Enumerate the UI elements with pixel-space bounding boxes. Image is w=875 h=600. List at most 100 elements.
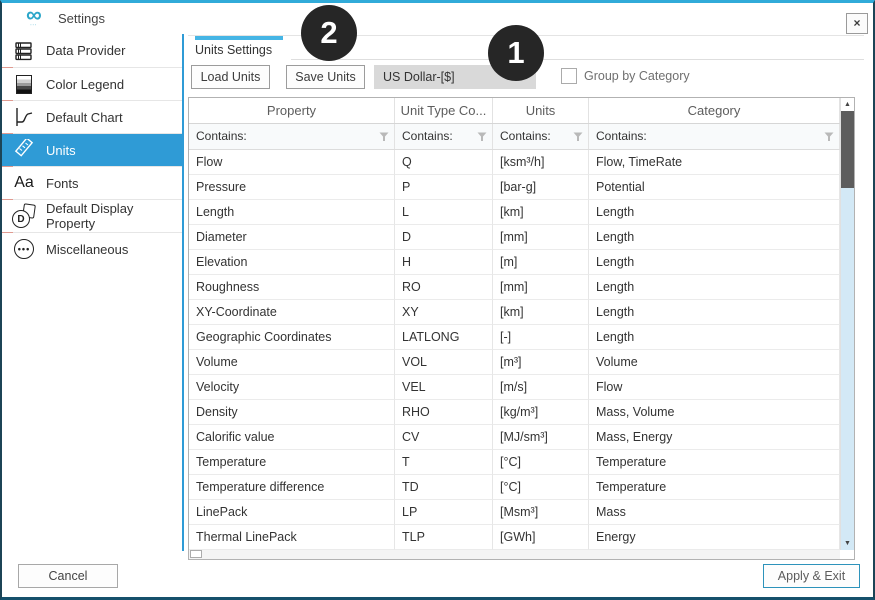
filter-cell-category[interactable]: Contains: [589,124,840,149]
cell-units: [Msm³] [493,500,589,525]
cell-units: [km] [493,300,589,325]
table-row[interactable]: Temperature T [°C] Temperature [189,450,840,475]
cell-units: [bar-g] [493,175,589,200]
sidebar-item-units[interactable]: Units [2,133,182,166]
filter-cell-units[interactable]: Contains: [493,124,589,149]
cell-code: VOL [395,350,493,375]
cell-category: Flow [589,375,840,400]
group-by-category-checkbox[interactable] [561,68,577,84]
color-legend-icon [11,72,37,96]
table-row[interactable]: Pressure P [bar-g] Potential [189,175,840,200]
table-row[interactable]: LinePack LP [Msm³] Mass [189,500,840,525]
cell-code: XY [395,300,493,325]
cell-code: RHO [395,400,493,425]
cell-units: [ksm³/h] [493,150,589,175]
cell-code: CV [395,425,493,450]
close-button[interactable]: × [846,13,868,34]
cell-property: Geographic Coordinates [189,325,395,350]
horizontal-scrollbar[interactable] [189,550,840,559]
column-header-units[interactable]: Units [493,98,589,123]
scroll-down-icon[interactable]: ▼ [841,537,854,550]
units-grid: Property Unit Type Co... Units Category … [189,98,840,559]
cell-units: [kg/m³] [493,400,589,425]
load-units-button[interactable]: Load Units [191,65,270,89]
cancel-button[interactable]: Cancel [18,564,118,588]
save-units-button[interactable]: Save Units [286,65,365,89]
sidebar-item-default-display-property[interactable]: D Default Display Property [2,199,182,232]
app-logo-icon: ∞ ··· [26,2,42,27]
cell-units: [km] [493,200,589,225]
server-stack-icon [11,39,37,63]
table-rows: Flow Q [ksm³/h] Flow, TimeRate Pressure P [bar… [189,150,840,550]
cell-code: LATLONG [395,325,493,350]
table-row[interactable]: Volume VOL [m³] Volume [189,350,840,375]
cell-code: VEL [395,375,493,400]
cell-code: P [395,175,493,200]
table-row[interactable]: Elevation H [m] Length [189,250,840,275]
sidebar-item-color-legend[interactable]: Color Legend [2,67,182,100]
window-title: Settings [58,11,105,26]
table-row[interactable]: Flow Q [ksm³/h] Flow, TimeRate [189,150,840,175]
sidebar-item-label: Miscellaneous [46,241,129,257]
cell-units: [m³] [493,350,589,375]
cell-category: Volume [589,350,840,375]
sidebar-item-label: Units [46,142,76,158]
cell-category: Mass [589,500,840,525]
horizontal-scrollbar-thumb[interactable] [190,550,202,558]
currency-dropdown-value: US Dollar-[$] [383,70,455,84]
cell-property: Length [189,200,395,225]
cell-property: XY-Coordinate [189,300,395,325]
sidebar-item-label: Default Chart [46,109,123,125]
filter-cell-unit-type-code[interactable]: Contains: [395,124,493,149]
group-by-category-label[interactable]: Group by Category [584,69,690,83]
cell-category: Length [589,275,840,300]
table-row[interactable]: XY-Coordinate XY [km] Length [189,300,840,325]
table-row[interactable]: Velocity VEL [m/s] Flow [189,375,840,400]
apply-exit-button[interactable]: Apply & Exit [763,564,860,588]
sidebar: Data Provider Color Legend Default Chart… [2,34,184,551]
vertical-scrollbar-thumb[interactable] [841,111,854,188]
table-row[interactable]: Temperature difference TD [°C] Temperature [189,475,840,500]
cell-category: Flow, TimeRate [589,150,840,175]
vertical-scrollbar: ▲ ▼ [840,98,854,550]
ellipsis-circle-icon: ••• [11,237,37,261]
table-row[interactable]: Thermal LinePack TLP [GWh] Energy [189,525,840,550]
table-row[interactable]: Density RHO [kg/m³] Mass, Volume [189,400,840,425]
cell-property: Temperature [189,450,395,475]
table-row[interactable]: Length L [km] Length [189,200,840,225]
cell-units: [MJ/sm³] [493,425,589,450]
cell-category: Length [589,250,840,275]
fonts-icon: Aa [14,174,34,191]
filter-funnel-icon [824,132,834,141]
cell-units: [°C] [493,450,589,475]
column-header-property[interactable]: Property [189,98,395,123]
tab-units-settings[interactable]: Units Settings [195,43,273,57]
cell-category: Temperature [589,475,840,500]
display-property-icon: D [11,203,37,228]
sidebar-item-miscellaneous[interactable]: ••• Miscellaneous [2,232,182,265]
column-header-unit-type-code[interactable]: Unit Type Co... [395,98,493,123]
cell-units: [mm] [493,275,589,300]
vertical-scrollbar-track[interactable] [841,188,854,537]
table-row[interactable]: Diameter D [mm] Length [189,225,840,250]
scroll-up-icon[interactable]: ▲ [841,98,854,111]
cell-code: LP [395,500,493,525]
sidebar-item-default-chart[interactable]: Default Chart [2,100,182,133]
filter-cell-property[interactable]: Contains: [189,124,395,149]
table-row[interactable]: Roughness RO [mm] Length [189,275,840,300]
table-row[interactable]: Calorific value CV [MJ/sm³] Mass, Energy [189,425,840,450]
cell-code: H [395,250,493,275]
cell-category: Potential [589,175,840,200]
filter-funnel-icon [477,132,487,141]
title-bar: ∞ ··· Settings × [2,2,873,34]
sidebar-item-fonts[interactable]: Aa Fonts [2,166,182,199]
cell-category: Length [589,300,840,325]
sidebar-item-label: Fonts [46,175,79,191]
cell-code: D [395,225,493,250]
cell-units: [m] [493,250,589,275]
cell-code: TLP [395,525,493,550]
column-header-category[interactable]: Category [589,98,840,123]
annotation-badge-2: 2 [301,5,357,61]
sidebar-item-data-provider[interactable]: Data Provider [2,34,182,67]
table-row[interactable]: Geographic Coordinates LATLONG [-] Length [189,325,840,350]
